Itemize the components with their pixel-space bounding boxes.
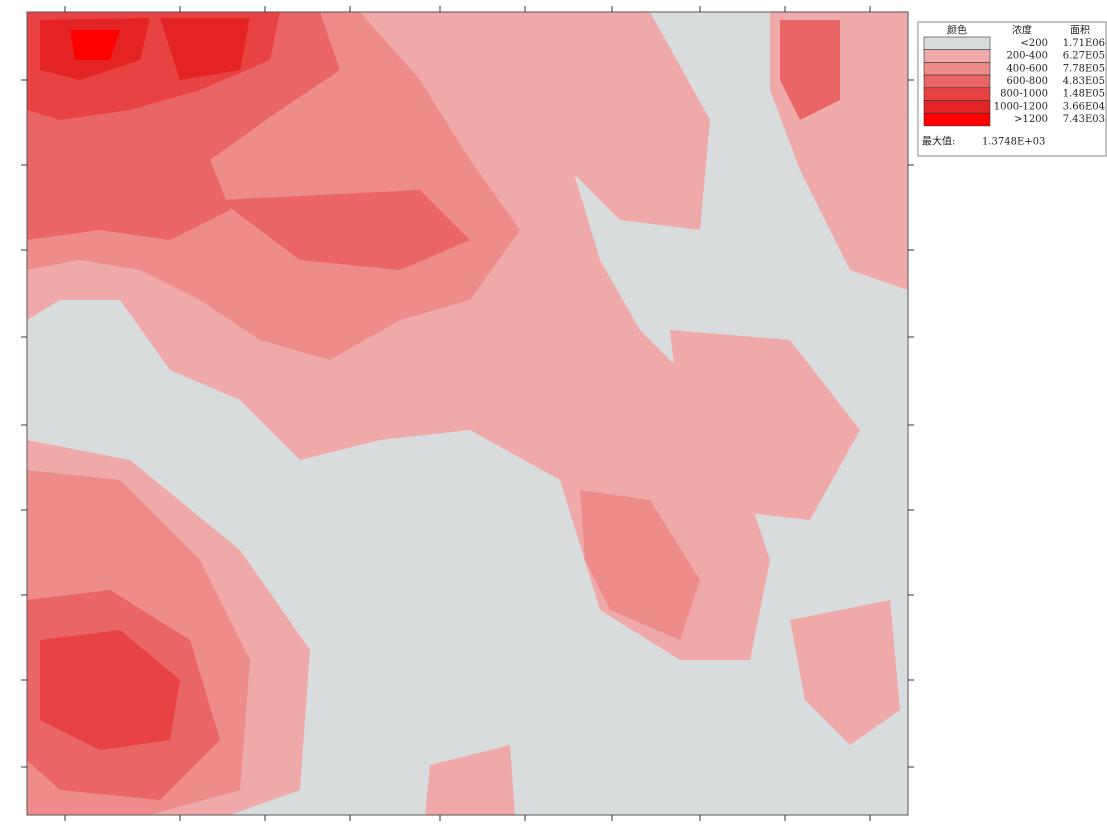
legend-range: 1000-1200: [994, 101, 1048, 112]
map-figure: 颜色 浓度 面积 <200 1.71E06 200-400 6.27E05 400-60…: [0, 0, 1107, 832]
legend-range: 200-400: [1006, 51, 1048, 62]
legend-header: 浓度: [1012, 24, 1032, 37]
legend-range: <200: [1021, 38, 1048, 49]
legend-area: 6.27E05: [1063, 51, 1105, 62]
legend-swatch: [924, 37, 990, 50]
legend-range: >1200: [1014, 114, 1048, 125]
legend-swatch: [924, 62, 990, 75]
legend-swatch: [924, 101, 990, 114]
legend-area: 7.78E05: [1063, 63, 1105, 74]
raster-map: [27, 12, 908, 815]
legend-swatch: [924, 113, 990, 126]
page: {"legend": { "headers": ["颜色", "浓度", "面积…: [0, 0, 1107, 832]
legend-area: 7.43E03: [1063, 114, 1105, 125]
legend-area: 1.71E06: [1063, 38, 1105, 49]
legend-range: 400-600: [1006, 63, 1048, 74]
legend-range: 600-800: [1006, 76, 1048, 87]
legend-header: 面积: [1070, 25, 1090, 37]
legend-area: 3.66E04: [1063, 101, 1105, 112]
legend-area: 1.48E05: [1063, 89, 1105, 100]
legend-swatch: [924, 88, 990, 101]
legend-area: 4.83E05: [1063, 76, 1105, 87]
legend-swatch: [924, 75, 990, 88]
legend-header: 颜色: [947, 24, 967, 37]
max-label: 最大值:: [922, 135, 955, 148]
legend-swatch: [924, 50, 990, 63]
max-value: 1.3748E+03: [982, 137, 1045, 148]
legend-range: 800-1000: [1000, 89, 1048, 100]
legend: 颜色 浓度 面积 <200 1.71E06 200-400 6.27E05 400-60…: [918, 22, 1106, 156]
